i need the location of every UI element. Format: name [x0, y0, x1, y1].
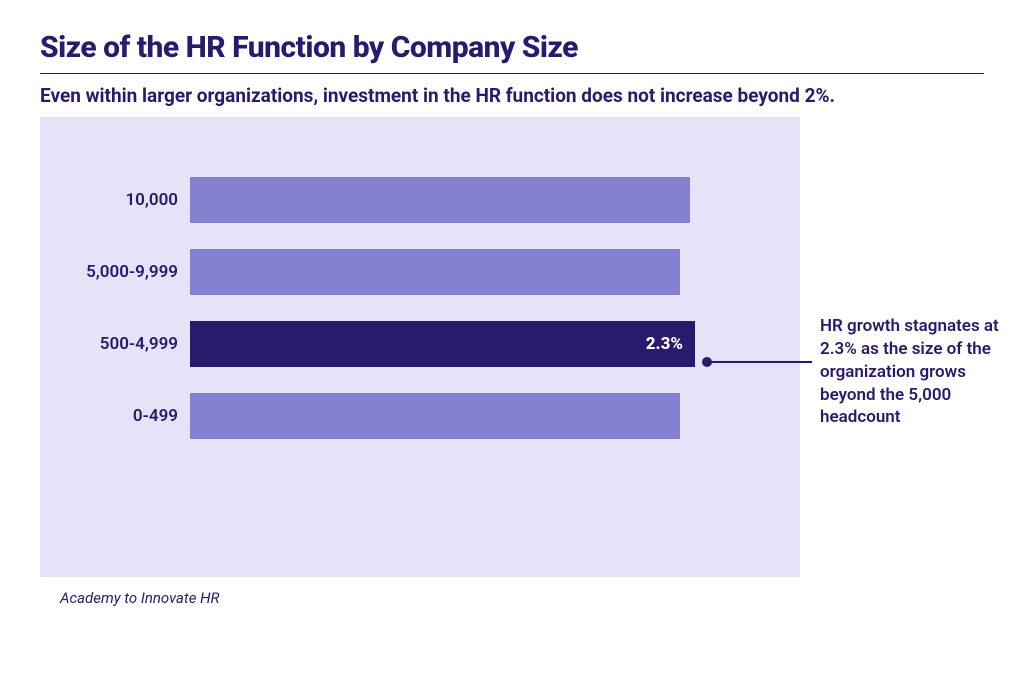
bars-container: 10,000 5,000-9,999 500-4,999 2.3% 0-499 [60, 177, 780, 517]
bar-category-label: 0-499 [60, 406, 190, 426]
bar-value-label: 2.3% [646, 334, 683, 354]
bar [190, 249, 680, 295]
bar-row: 5,000-9,999 [60, 249, 780, 295]
bar-row: 10,000 [60, 177, 780, 223]
bar-highlighted: 2.3% [190, 321, 695, 367]
bar [190, 393, 680, 439]
bar-row: 500-4,999 2.3% [60, 321, 780, 367]
chart-subtitle: Even within larger organizations, invest… [40, 84, 984, 109]
bar [190, 177, 690, 223]
bar-category-label: 5,000-9,999 [60, 262, 190, 282]
bar-category-label: 10,000 [60, 190, 190, 210]
bar-row: 0-499 [60, 393, 780, 439]
chart-title: Size of the HR Function by Company Size [40, 30, 984, 74]
bar-category-label: 500-4,999 [60, 334, 190, 354]
annotation-connector-line [705, 361, 812, 363]
source-attribution: Academy to Innovate HR [60, 589, 984, 607]
annotation-text: HR growth stagnates at 2.3% as the size … [820, 315, 1015, 430]
chart-area: 10,000 5,000-9,999 500-4,999 2.3% 0-499 [40, 117, 800, 577]
chart-wrapper: 10,0005,000-9,999500-4,9992.3%0-499 HR g… [40, 117, 984, 577]
